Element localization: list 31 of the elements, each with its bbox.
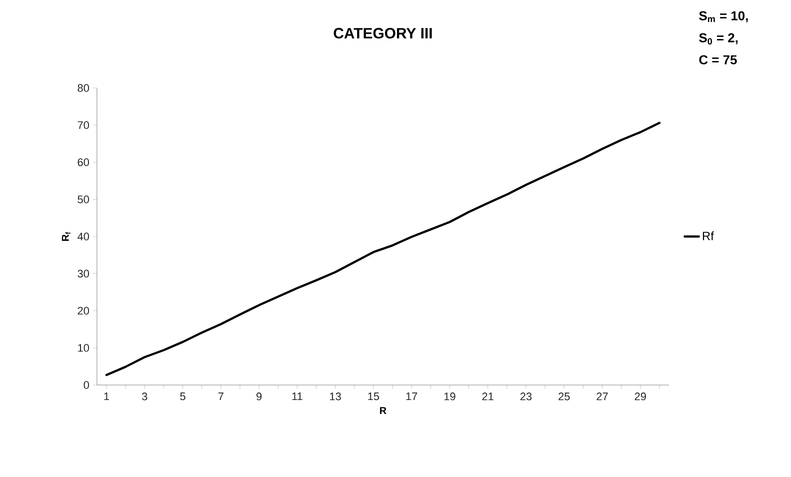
x-tick-label: 15 [368,392,380,400]
x-tick-label: 3 [142,392,148,400]
x-tick-label: 29 [634,392,646,400]
x-tick-label: 13 [330,392,341,400]
y-tick-label: 0 [84,381,90,389]
x-tick-label: 1 [104,392,110,400]
x-tick-label: 27 [596,392,608,400]
text: C = 75 [699,55,737,64]
y-tick-label: 80 [78,84,90,92]
x-tick-label: 9 [256,392,262,400]
y-tick-label: 70 [78,121,90,130]
x-tick-label: 25 [558,392,570,400]
y-tick-label: 20 [78,306,90,315]
x-tick-label: 23 [520,392,532,400]
text: S$_{0}$ = 2, [699,33,738,45]
y-tick-label: 60 [78,158,90,166]
x-axis-title: R [380,407,386,414]
y-tick-label: 30 [78,270,90,278]
text: S$_{m}$ = 10, [699,11,748,22]
x-tick-label: 21 [482,392,494,400]
x-tick-label: 17 [406,392,418,400]
x-tick-label: 7 [218,392,224,400]
legend-label: Rf [702,231,714,240]
y-tick-label: 50 [78,196,90,204]
chart-title: CATEGORY III [334,28,432,38]
x-tick-label: 11 [292,392,302,400]
y-tick-label: 40 [78,232,90,240]
y-axis-title: R$_{f}$ [62,232,70,241]
y-tick-label: 10 [78,344,90,352]
x-tick-label: 19 [444,392,456,400]
x-tick-label: 5 [180,392,186,400]
